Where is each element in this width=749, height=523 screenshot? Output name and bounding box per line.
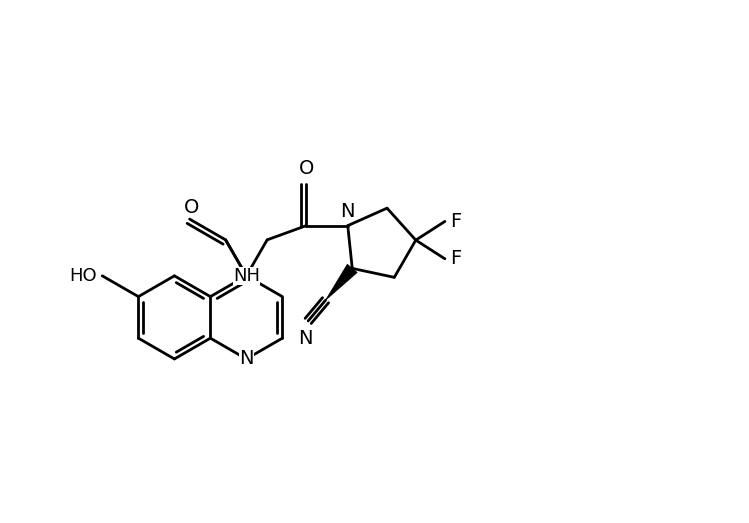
Text: F: F [450, 249, 461, 268]
Polygon shape [326, 264, 357, 300]
Text: O: O [299, 159, 314, 178]
Text: HO: HO [70, 267, 97, 285]
Text: N: N [239, 349, 254, 369]
Text: O: O [184, 198, 199, 217]
Text: N: N [298, 329, 312, 348]
Text: NH: NH [233, 267, 260, 285]
Text: F: F [450, 212, 461, 231]
Text: N: N [341, 202, 355, 221]
